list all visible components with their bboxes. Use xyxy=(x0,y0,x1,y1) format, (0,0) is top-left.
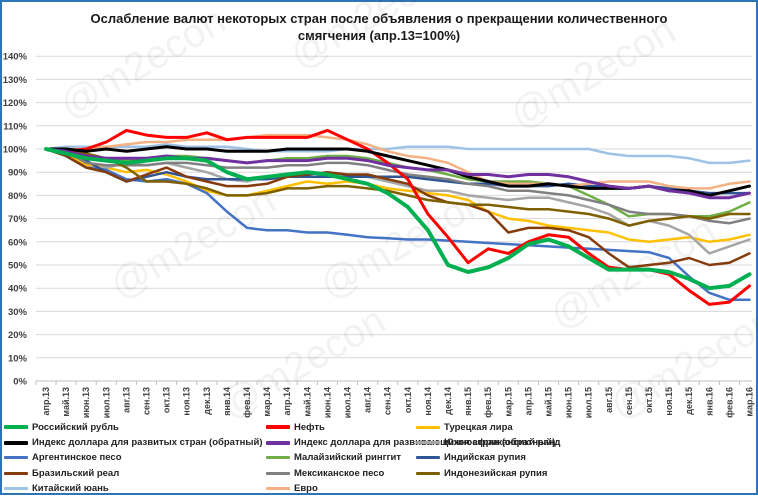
x-tick-label: апр.13 xyxy=(41,387,51,415)
legend-label: Евро xyxy=(294,483,318,494)
x-tick-label: дек.13 xyxy=(202,387,212,415)
x-tick-label: мар.14 xyxy=(262,387,272,417)
x-tick-label: апр.15 xyxy=(523,387,533,415)
legend-swatch xyxy=(416,456,440,459)
legend-label: Индонезийская рупия xyxy=(444,468,547,479)
x-tick-label: окт.15 xyxy=(644,387,654,413)
x-tick-label: ноя.14 xyxy=(423,387,433,416)
legend-label: Индийская рупия xyxy=(444,452,526,463)
x-tick-label: ноя.13 xyxy=(182,387,192,416)
y-tick-label: 30% xyxy=(8,307,28,318)
legend-item: Турецкая лира xyxy=(416,421,513,435)
y-tick-label: 120% xyxy=(3,98,28,109)
x-tick-label: янв.16 xyxy=(704,387,714,416)
x-tick-label: дек.14 xyxy=(443,387,453,415)
x-tick-label: янв.15 xyxy=(463,387,473,416)
watermark-text: @m2econ xyxy=(503,8,683,138)
x-tick-label: сен.15 xyxy=(624,387,634,415)
x-tick-label: мар.15 xyxy=(503,387,513,417)
legend-swatch xyxy=(266,425,290,429)
x-tick-label: окт.14 xyxy=(403,387,413,413)
x-tick-label: окт.13 xyxy=(162,387,172,413)
x-tick-label: май.14 xyxy=(302,387,312,417)
legend-swatch xyxy=(4,425,28,429)
y-tick-label: 50% xyxy=(8,261,28,272)
legend-swatch xyxy=(4,487,28,490)
legend-swatch xyxy=(266,487,290,490)
x-tick-label: янв.14 xyxy=(222,387,232,416)
legend-item: Аргентинское песо xyxy=(4,451,122,465)
legend-item: Мексиканское песо xyxy=(266,467,384,481)
legend-item: Бразильский реал xyxy=(4,467,119,481)
legend-item: Евро xyxy=(266,482,318,496)
watermark-text: @m2econ xyxy=(283,0,463,78)
legend-item: Южноафрикансикй ранд xyxy=(416,436,560,450)
x-tick-label: сен.13 xyxy=(142,387,152,415)
legend-item: Индийская рупия xyxy=(416,451,526,465)
legend-swatch xyxy=(416,426,440,429)
x-tick-label: фев.16 xyxy=(724,387,734,418)
legend-item: Китайский юань xyxy=(4,482,109,496)
legend-item: Малайзийский ринггит xyxy=(266,451,401,465)
x-tick-label: сен.14 xyxy=(383,387,393,415)
y-tick-label: 20% xyxy=(8,330,28,341)
legend-label: Малайзийский ринггит xyxy=(294,452,401,463)
legend-label: Южноафрикансикй ранд xyxy=(444,437,560,448)
legend-swatch xyxy=(4,441,28,445)
x-tick-label: июн.15 xyxy=(564,387,574,418)
x-tick-label: июл.14 xyxy=(343,387,353,418)
x-tick-label: дек.15 xyxy=(684,387,694,415)
x-tick-label: авг.13 xyxy=(121,387,131,413)
x-tick-label: фев.14 xyxy=(242,387,252,418)
x-tick-label: мар.16 xyxy=(745,387,755,417)
y-tick-label: 90% xyxy=(8,168,28,179)
y-tick-label: 130% xyxy=(3,75,28,86)
x-tick-label: апр.14 xyxy=(282,387,292,415)
legend-swatch xyxy=(266,441,290,445)
legend-label: Нефть xyxy=(294,422,325,433)
y-tick-label: 40% xyxy=(8,284,28,295)
x-tick-label: май.15 xyxy=(544,387,554,417)
y-tick-label: 100% xyxy=(3,145,28,156)
y-tick-label: 140% xyxy=(3,52,28,63)
y-tick-label: 70% xyxy=(8,214,28,225)
legend-swatch xyxy=(4,472,28,475)
legend-label: Китайский юань xyxy=(32,483,109,494)
legend-swatch xyxy=(266,456,290,459)
x-tick-label: авг.14 xyxy=(363,387,373,413)
legend-item: Российский рубль xyxy=(4,421,119,435)
x-tick-label: июн.13 xyxy=(81,387,91,418)
y-tick-label: 60% xyxy=(8,237,28,248)
legend-label: Индекс доллара для развитых стран (обрат… xyxy=(32,437,262,448)
y-tick-label: 10% xyxy=(8,353,28,364)
x-tick-label: июн.14 xyxy=(322,387,332,418)
legend-item: Нефть xyxy=(266,421,325,435)
legend-item: Индекс доллара для развитых стран (обрат… xyxy=(4,436,262,450)
legend-swatch xyxy=(416,472,440,475)
x-tick-label: авг.15 xyxy=(604,387,614,413)
y-tick-label: 110% xyxy=(3,121,27,132)
watermark-text: @m2econ xyxy=(53,0,233,128)
x-tick-label: фев.15 xyxy=(483,387,493,418)
legend-swatch xyxy=(416,441,440,444)
x-tick-label: май.13 xyxy=(61,387,71,417)
x-tick-label: июл.13 xyxy=(101,387,111,418)
legend-label: Турецкая лира xyxy=(444,422,513,433)
legend-label: Российский рубль xyxy=(32,422,119,433)
y-tick-label: 80% xyxy=(8,191,28,202)
legend-swatch xyxy=(4,456,28,459)
legend-swatch xyxy=(266,472,290,475)
legend-item: Индонезийская рупия xyxy=(416,467,547,481)
legend-label: Аргентинское песо xyxy=(32,452,122,463)
y-tick-label: 0% xyxy=(13,377,27,388)
legend-label: Бразильский реал xyxy=(32,468,119,479)
legend-label: Мексиканское песо xyxy=(294,468,384,479)
x-tick-label: ноя.15 xyxy=(664,387,674,416)
x-tick-label: июл.15 xyxy=(584,387,594,418)
